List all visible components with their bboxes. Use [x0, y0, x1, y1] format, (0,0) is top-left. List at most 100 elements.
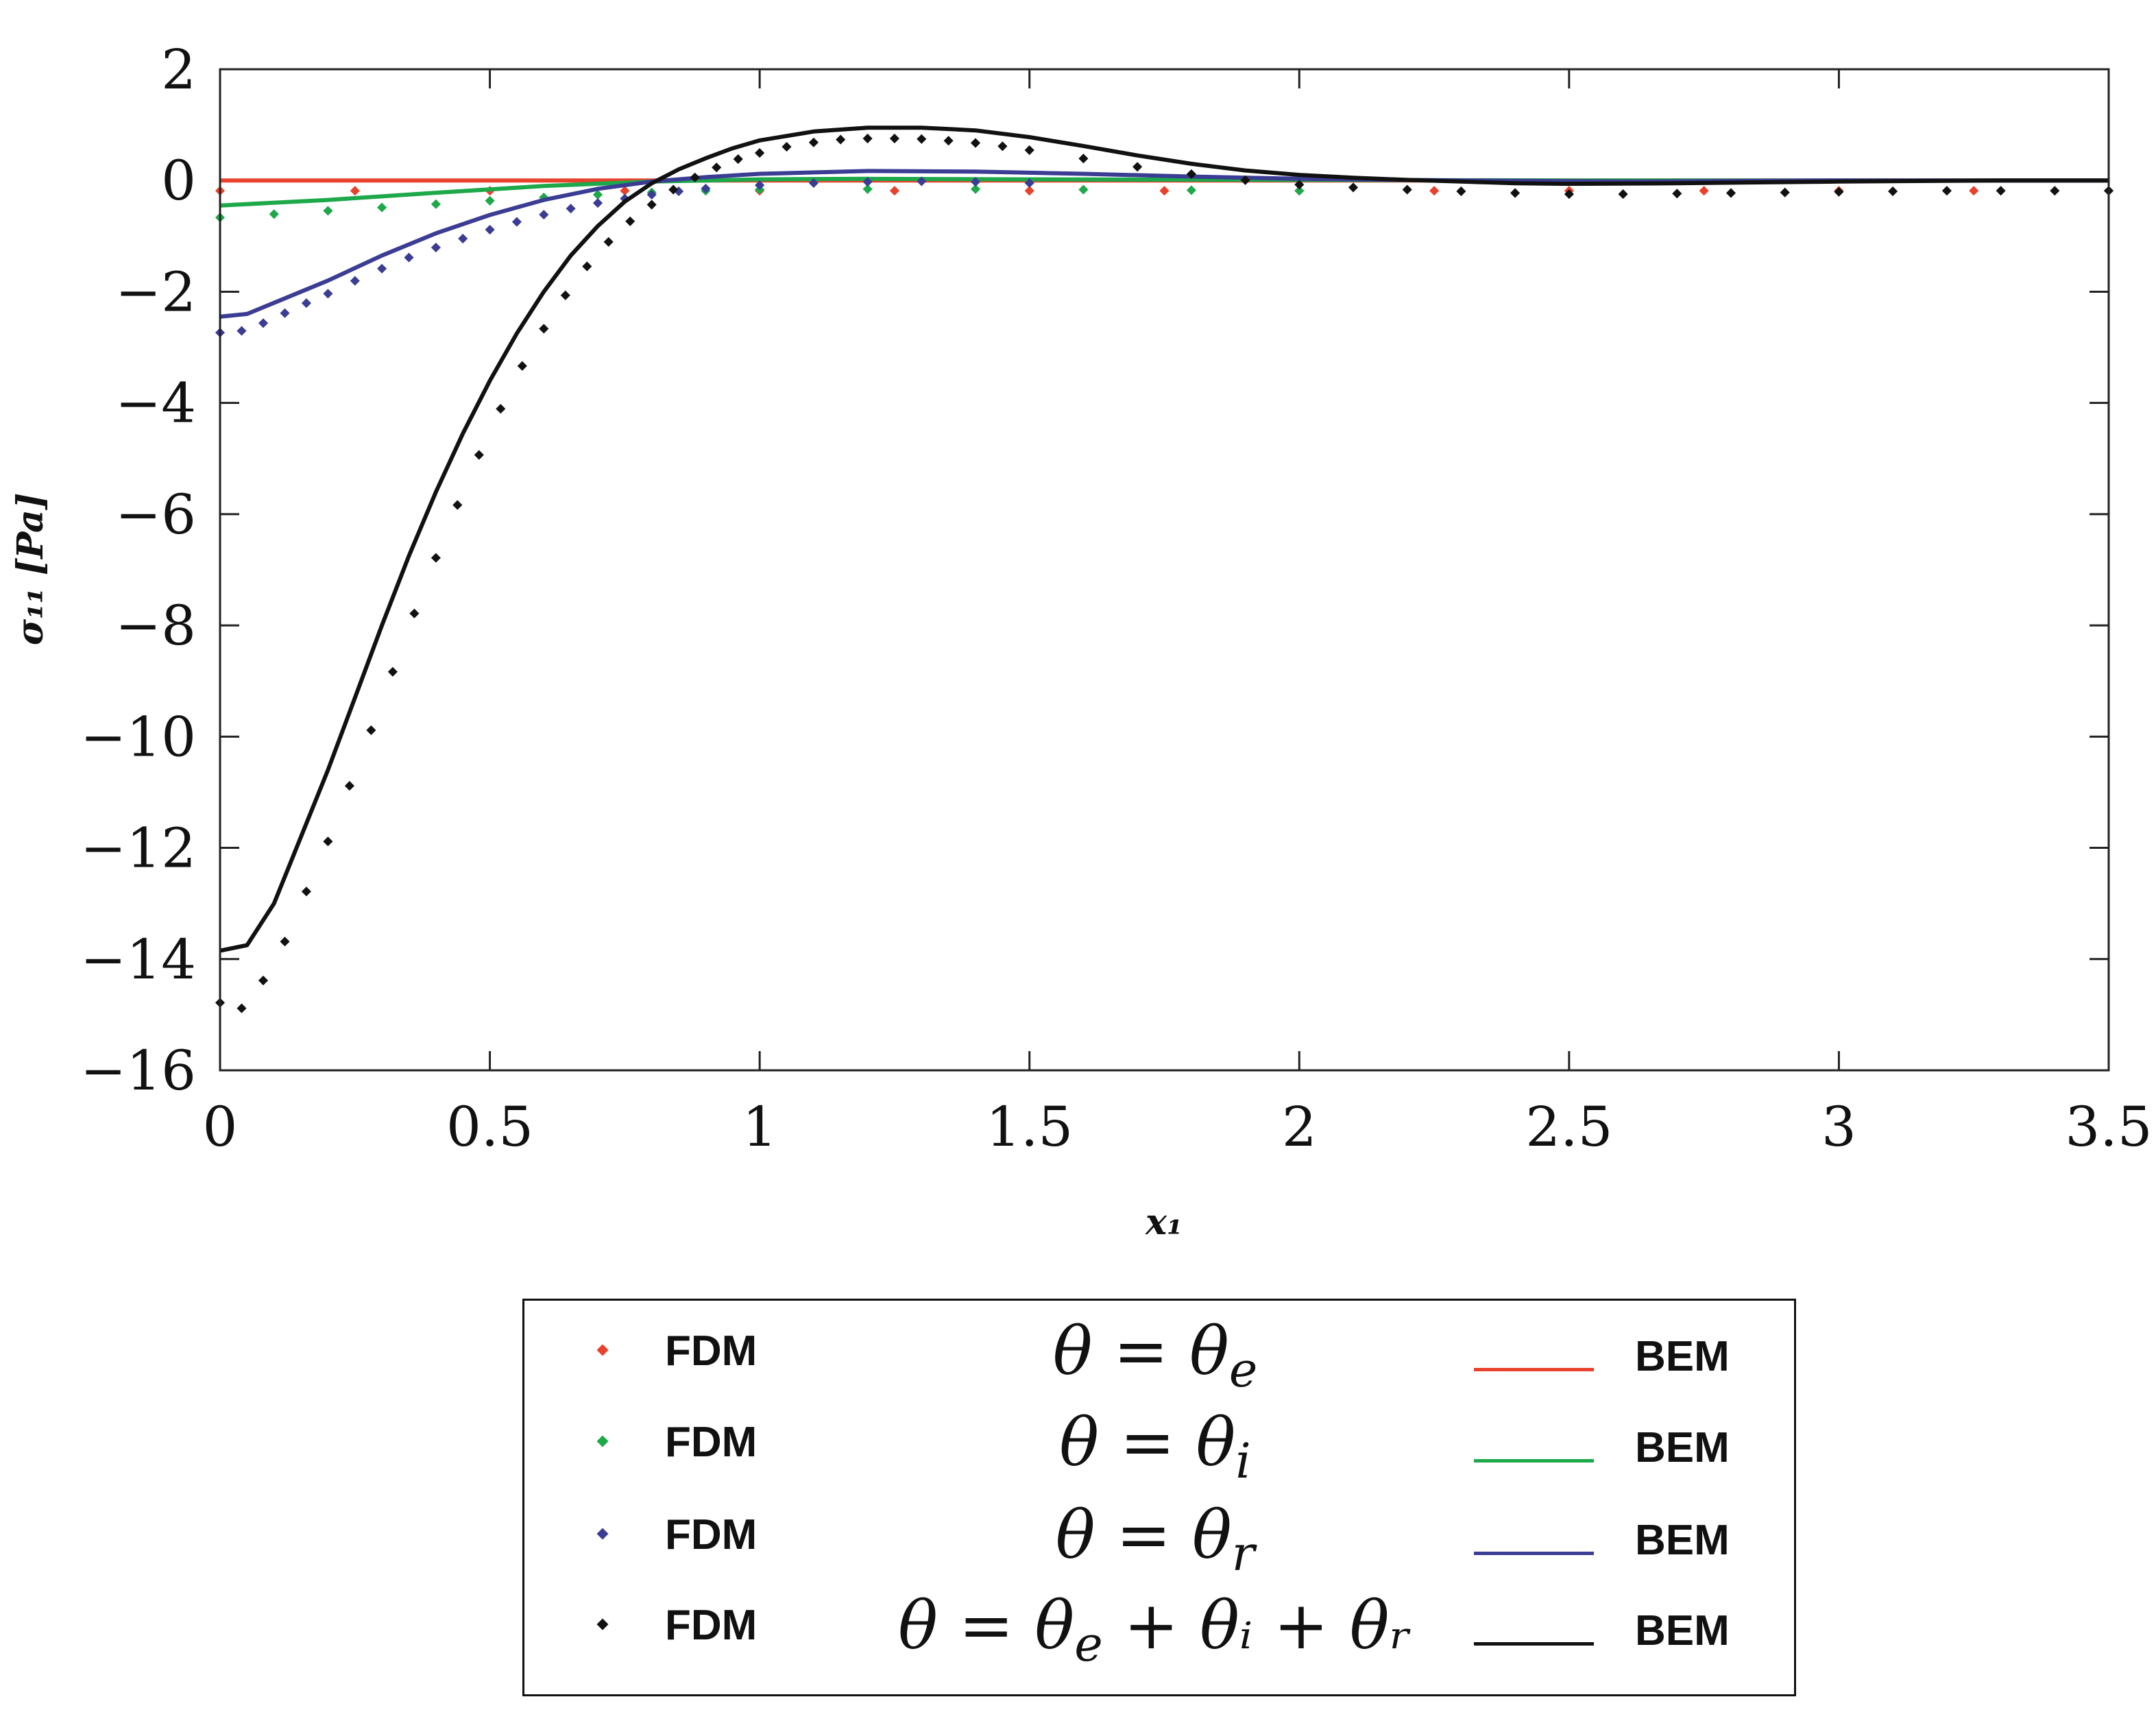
fdm-point [404, 252, 414, 263]
fdm-point [269, 209, 279, 219]
bem-line-icon [1474, 1552, 1594, 1555]
fdm-point [808, 178, 819, 188]
fdm-point [566, 204, 576, 214]
fdm-point [344, 781, 354, 791]
fdm-point [1240, 175, 1250, 185]
fdm-point [1186, 169, 1196, 179]
fdm-point [517, 361, 527, 371]
fdm-point [1159, 186, 1170, 196]
fdm-point [280, 937, 290, 947]
fdm-marker-icon [596, 1528, 609, 1540]
fdm-point [862, 177, 873, 187]
fdm-point [409, 608, 420, 618]
fdm-point [431, 553, 441, 563]
theta-label-main: θ = θ [898, 1587, 1075, 1664]
theta-label-sub: e [1228, 1342, 1258, 1398]
fdm-label: FDM [665, 1419, 758, 1466]
fdm-point [511, 217, 522, 227]
fdm-point [668, 184, 679, 195]
legend-row-theta-i: FDM θ = θi BEM [524, 1399, 1794, 1489]
fdm-point [560, 290, 570, 300]
fdm-point [1132, 162, 1143, 172]
fdm-point [323, 837, 333, 847]
bem-label: BEM [1635, 1424, 1730, 1471]
theta-label: θ = θe [847, 1313, 1464, 1398]
y-tick-label: −6 [115, 483, 196, 546]
theta-label-sub: r [1231, 1526, 1255, 1582]
fdm-point [970, 184, 981, 194]
theta-label-main: θ = θ [1052, 1313, 1229, 1390]
fdm-point [889, 133, 899, 144]
fdm-point [592, 189, 603, 200]
x-tick-label: 3 [1821, 1095, 1856, 1159]
theta-label-rest: + θᵢ + θᵣ [1102, 1587, 1412, 1664]
y-tick-label: −2 [115, 260, 196, 324]
bem-label: BEM [1635, 1517, 1730, 1564]
fdm-point [539, 210, 549, 220]
legend-row-theta-sum: FDM θ = θe + θᵢ + θᵣ BEM [524, 1582, 1794, 1672]
x-tick-label: 1 [742, 1095, 777, 1159]
fdm-label: FDM [665, 1327, 758, 1375]
fdm-point [603, 237, 614, 247]
plot-frame [219, 68, 2110, 1072]
fdm-point [431, 199, 441, 209]
bem-line-icon [1474, 1642, 1594, 1646]
legend: FDM θ = θe BEM FDM θ = θi BEM FDM θ = θr… [522, 1299, 1796, 1696]
y-tick-label: 0 [161, 149, 196, 213]
fdm-point [1294, 186, 1305, 196]
fdm-point [452, 500, 463, 510]
fdm-point [592, 198, 603, 208]
fdm-point [712, 163, 722, 173]
fdm-point [625, 216, 635, 226]
chart: 0 0.5 1 1.5 2 2.5 3 3.5 2 0 −2 −4 −6 −8 −10 −12 −14 −16 x… [10, 38, 2153, 1243]
fdm-point [997, 141, 1008, 152]
fdm-label: FDM [665, 1511, 758, 1558]
x-tick-label: 2 [1282, 1095, 1317, 1159]
fdm-label: FDM [665, 1602, 758, 1649]
plot-area [220, 69, 2109, 1070]
fdm-marker-icon [596, 1435, 609, 1447]
bem-line-icon [1474, 1368, 1594, 1371]
fdm-point [1294, 180, 1305, 190]
theta-label: θ = θi [847, 1404, 1464, 1489]
fdm-point [782, 142, 792, 152]
fdm-point [755, 180, 765, 191]
fdm-point [387, 666, 398, 677]
fdm-marker-icon [596, 1618, 609, 1630]
fdm-point [323, 289, 333, 299]
fdm-point [836, 134, 846, 145]
fdm-point [366, 725, 376, 736]
x-tick-label: 2.5 [1525, 1095, 1612, 1159]
fdm-point [431, 242, 441, 253]
bem-line-icon [1474, 1459, 1594, 1463]
fdm-point [323, 206, 333, 216]
fdm-point [485, 224, 495, 235]
fdm-point [301, 298, 311, 309]
axis-ticks: 0 0.5 1 1.5 2 2.5 3 3.5 2 0 −2 −4 −6 −8 −10 −12 −14 −16 [80, 38, 2152, 1159]
y-tick-label: −14 [80, 928, 196, 991]
fdm-marker-icon [596, 1344, 609, 1356]
fdm-point [646, 200, 657, 210]
theta-label: θ = θe + θᵢ + θᵣ [847, 1587, 1464, 1672]
fdm-point [943, 136, 954, 146]
fdm-point [970, 138, 981, 148]
fdm-point [582, 261, 592, 272]
x-axis-label: x₁ [1145, 1201, 1183, 1243]
fdm-point [485, 195, 495, 206]
fdm-point [917, 176, 927, 186]
fdm-point [237, 326, 247, 336]
fdm-point [917, 134, 927, 144]
y-tick-label: −12 [80, 817, 196, 880]
fdm-point [1078, 184, 1089, 195]
y-tick-label: 2 [161, 38, 196, 101]
fdm-point [1024, 145, 1034, 156]
fdm-point [458, 233, 468, 244]
fdm-point [862, 184, 873, 194]
fdm-point [377, 202, 387, 213]
fdm-point [301, 887, 311, 897]
fdm-point [701, 183, 711, 194]
fdm-point [474, 450, 484, 460]
fdm-point [1024, 178, 1034, 188]
fdm-point [280, 308, 290, 318]
fdm-point [237, 1003, 247, 1013]
